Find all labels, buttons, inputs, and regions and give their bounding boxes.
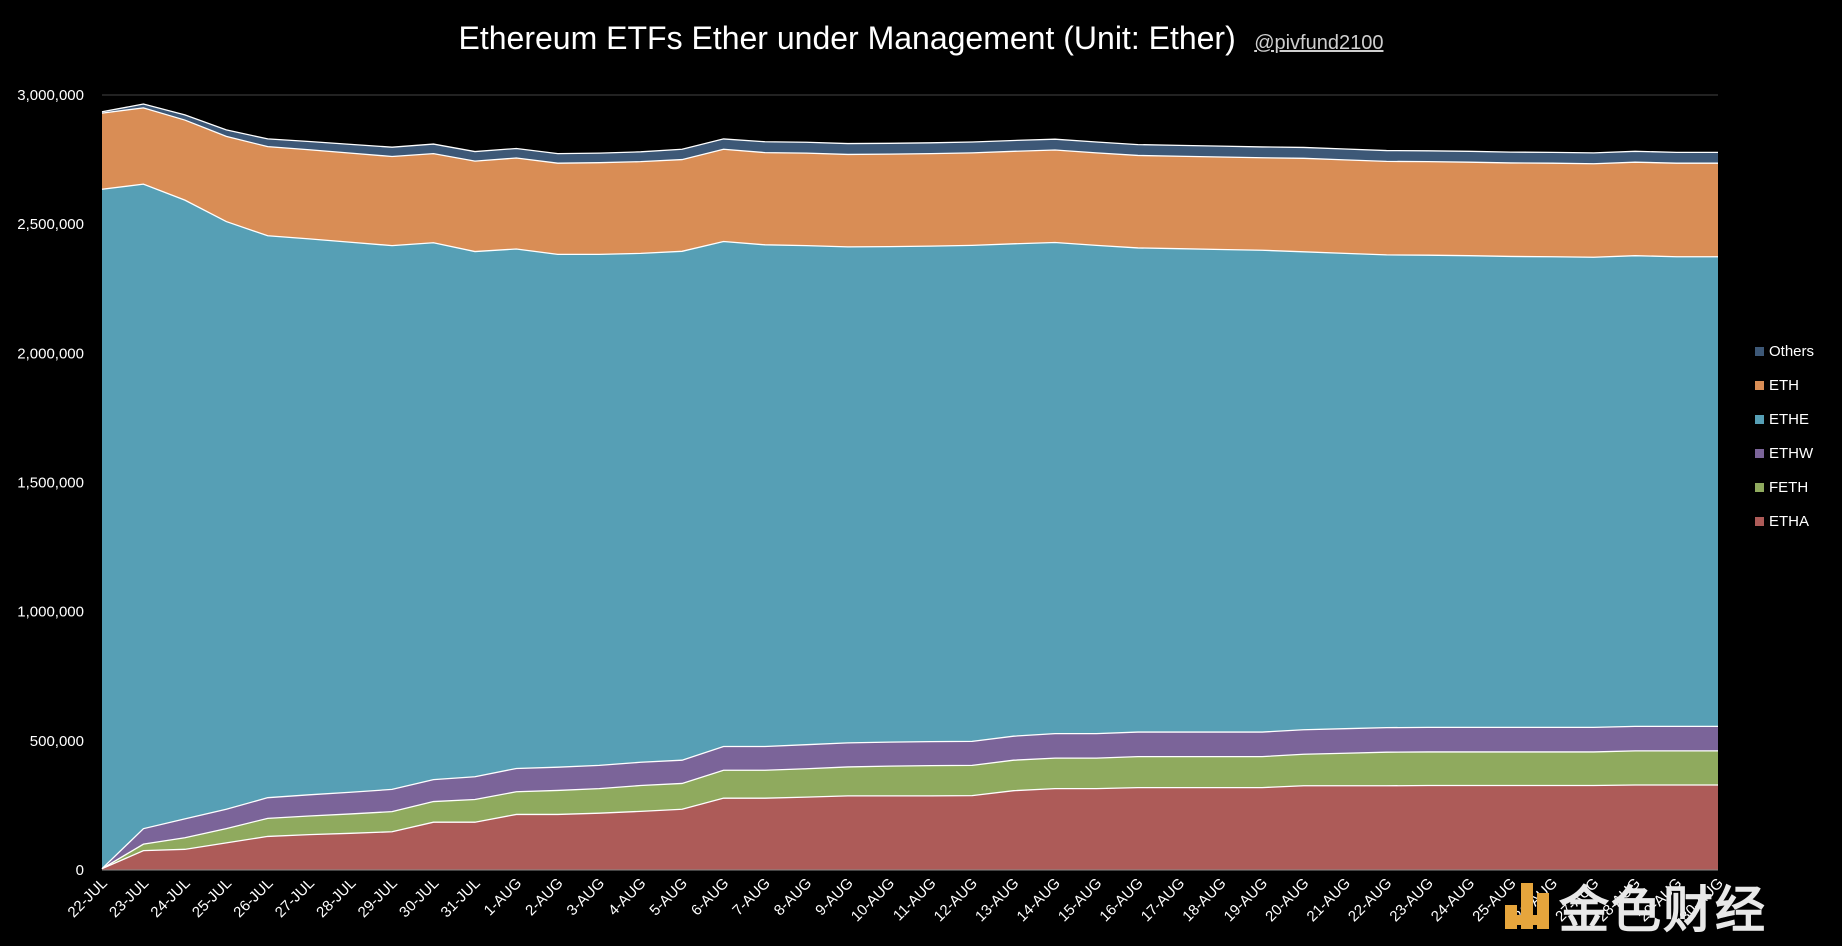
legend-item-others: Others (1755, 334, 1814, 368)
area-feth (102, 750, 1718, 869)
x-tick-label: 11-AUG (890, 875, 940, 925)
y-tick-label: 2,000,000 (17, 345, 84, 362)
boundary-ethw (101, 725, 1718, 870)
x-tick-label: 27-JUL (272, 875, 318, 921)
legend-swatch (1755, 516, 1764, 526)
x-tick-label: 30-JUL (396, 875, 442, 921)
x-tick-label: 6-AUG (688, 875, 732, 919)
x-tick-label: 1-AUG (481, 875, 525, 919)
y-tick-label: 1,500,000 (17, 475, 84, 492)
jinse-logo-icon (1505, 883, 1549, 929)
legend-label: FETH (1769, 478, 1809, 496)
area-ethw (102, 726, 1718, 869)
x-tick-label: 24-AUG (1428, 875, 1478, 925)
legend-item-etha: ETHA (1755, 504, 1814, 538)
y-tick-label: 3,000,000 (17, 87, 84, 104)
x-tick-label: 19-AUG (1221, 875, 1271, 925)
watermark: 金色财经 (1505, 870, 1767, 942)
x-tick-label: 28-JUL (313, 875, 359, 921)
legend-swatch (1755, 346, 1764, 356)
legend-label: ETH (1769, 376, 1799, 394)
x-tick-label: 31-JUL (438, 875, 484, 921)
x-tick-label: 7-AUG (729, 875, 773, 919)
watermark-text: 金色财经 (1559, 881, 1767, 939)
area-ethe (102, 184, 1718, 869)
x-tick-label: 18-AUG (1179, 875, 1229, 925)
x-tick-label: 25-JUL (189, 875, 235, 921)
legend-swatch (1755, 380, 1764, 390)
x-tick-label: 24-JUL (147, 875, 193, 921)
x-tick-label: 26-JUL (230, 875, 276, 921)
area-series (101, 103, 1718, 870)
legend-swatch (1755, 482, 1764, 492)
x-tick-label: 29-JUL (355, 875, 401, 921)
area-others (102, 104, 1718, 164)
y-tick-label: 500,000 (30, 733, 84, 750)
y-tick-label: 1,000,000 (17, 604, 84, 621)
x-tick-label: 22-JUL (65, 875, 111, 921)
boundary-feth (101, 750, 1718, 870)
legend: Others ETH ETHE ETHW FETH ETHA (1755, 334, 1814, 538)
legend-swatch (1755, 448, 1764, 458)
area-eth (102, 107, 1718, 258)
x-tick-label: 21-AUG (1304, 875, 1354, 925)
legend-swatch (1755, 414, 1764, 424)
legend-item-eth: ETH (1755, 368, 1814, 402)
boundary-others (101, 103, 1718, 155)
legend-label: ETHA (1769, 512, 1810, 530)
x-tick-label: 12-AUG (931, 875, 981, 925)
x-tick-label: 20-AUG (1262, 875, 1312, 925)
y-tick-label: 2,500,000 (17, 216, 84, 233)
x-tick-label: 23-JUL (106, 875, 152, 921)
x-tick-label: 14-AUG (1014, 875, 1064, 925)
x-tick-label: 2-AUG (522, 875, 566, 919)
boundary-etha (101, 784, 1718, 870)
legend-item-feth: FETH (1755, 470, 1814, 504)
x-tick-label: 5-AUG (646, 875, 690, 919)
x-tick-label: 3-AUG (564, 875, 608, 919)
legend-label: Others (1769, 342, 1815, 360)
y-tick-label: 0 (76, 862, 84, 879)
author-handle[interactable]: @pivfund2100 (1254, 32, 1384, 54)
legend-item-ethw: ETHW (1755, 436, 1814, 470)
x-tick-label: 16-AUG (1096, 875, 1146, 925)
x-tick-label: 8-AUG (771, 875, 815, 919)
x-tick-label: 4-AUG (605, 875, 649, 919)
x-tick-label: 23-AUG (1386, 875, 1436, 925)
x-tick-label: 10-AUG (848, 875, 898, 925)
x-tick-label: 17-AUG (1138, 875, 1188, 925)
legend-label: ETHE (1769, 410, 1810, 428)
boundary-ethe (101, 183, 1718, 258)
legend-label: ETHW (1769, 444, 1814, 462)
legend-item-ethe: ETHE (1755, 402, 1814, 436)
x-tick-label: 15-AUG (1055, 875, 1105, 925)
x-tick-label: 13-AUG (972, 875, 1022, 925)
area-etha (102, 785, 1718, 870)
x-tick-label: 22-AUG (1345, 875, 1395, 925)
title-block: Ethereum ETFs Ether under Management (Un… (0, 20, 1842, 57)
boundary-eth (101, 107, 1718, 165)
chart-title: Ethereum ETFs Ether under Management (Un… (458, 20, 1236, 56)
